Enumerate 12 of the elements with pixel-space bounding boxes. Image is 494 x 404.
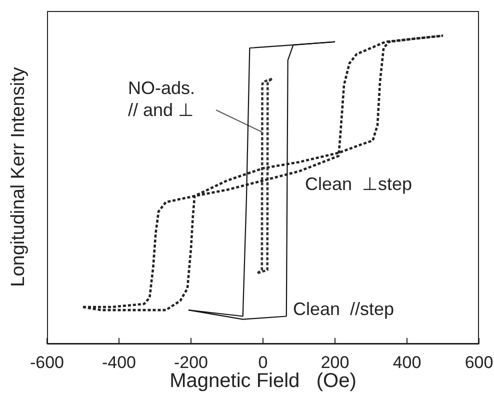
x-tick-label: 0 [258, 353, 268, 372]
x-tick-label: 600 [464, 353, 494, 372]
x-axis-title: Magnetic Field (Oe) [170, 370, 356, 392]
x-tick-label: 400 [392, 353, 422, 372]
series-label: Clean ⊥step [305, 174, 412, 194]
series-label: Clean //step [293, 299, 394, 319]
x-tick-label: -600 [30, 353, 64, 372]
y-axis-title: Longitudinal Kerr Intensity [8, 66, 30, 288]
x-tick-label: -400 [102, 353, 136, 372]
x-tick-label: 200 [320, 353, 350, 372]
x-tick-label: -200 [174, 353, 208, 372]
text: NO-ads. // and ⊥ [128, 78, 196, 120]
